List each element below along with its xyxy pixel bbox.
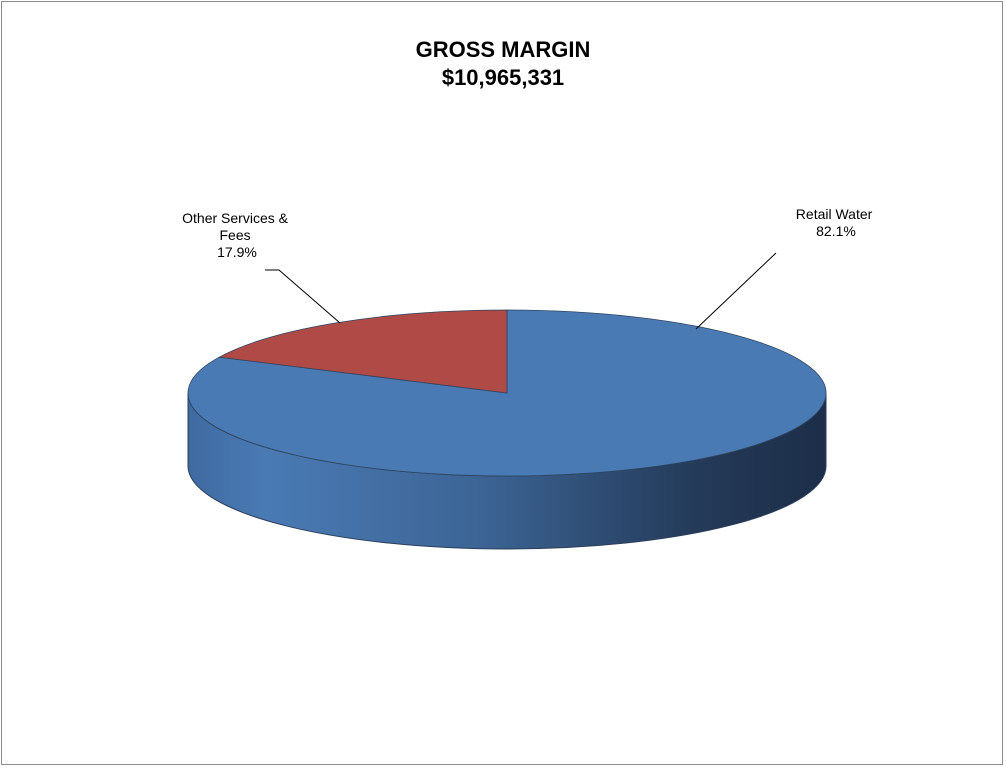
chart-title: GROSS MARGIN bbox=[415, 37, 591, 62]
chart-subtitle: $10,965,331 bbox=[441, 65, 565, 90]
leader-line-other-services bbox=[265, 269, 341, 324]
slice-label-other-services: Other Services & Fees 17.9% bbox=[182, 210, 292, 260]
slice-label-retail-water: Retail Water 82.1% bbox=[796, 206, 876, 239]
leader-line-retail-water bbox=[695, 252, 777, 330]
pie-slice-other-services bbox=[217, 309, 508, 394]
